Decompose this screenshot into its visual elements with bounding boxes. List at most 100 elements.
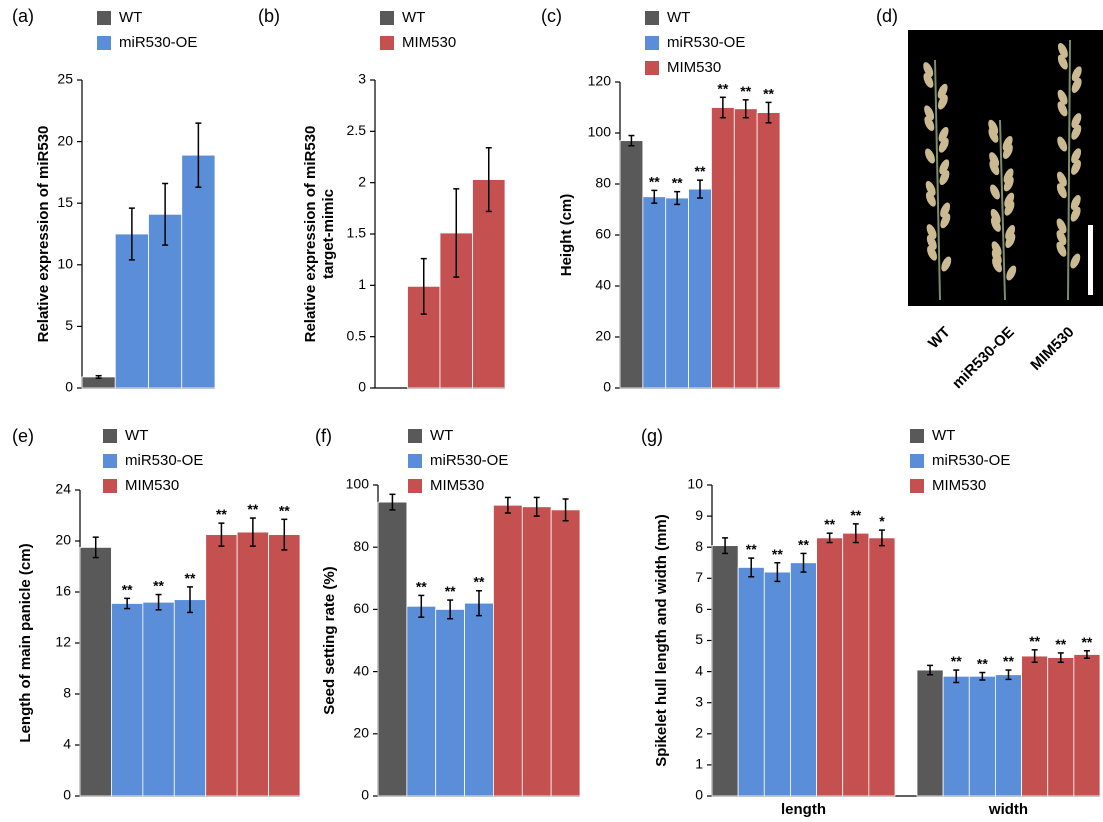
- error-bar: [927, 664, 934, 676]
- significance: **: [746, 541, 757, 557]
- significance: **: [474, 574, 485, 590]
- y-tick-label: 3: [695, 693, 703, 709]
- bar: [642, 196, 667, 389]
- legend-label: WT: [932, 427, 955, 444]
- error-bar: [628, 134, 635, 147]
- y-tick-label: 9: [695, 507, 703, 523]
- bar: [435, 609, 465, 797]
- grain: [926, 224, 937, 240]
- bar: [377, 501, 408, 797]
- bar: [111, 603, 144, 797]
- legend-swatch: [408, 454, 422, 468]
- legend-swatch: [380, 11, 394, 25]
- y-tick-label: 80: [595, 175, 611, 191]
- photo-label: miR530-OE: [949, 324, 1018, 393]
- error-bar: [249, 517, 256, 547]
- y-tick-label: 0: [695, 787, 703, 803]
- legend-swatch: [910, 479, 924, 493]
- significance: **: [850, 507, 861, 523]
- panel-label: (f): [315, 426, 332, 446]
- y-tick-label: 16: [55, 583, 71, 599]
- x-tick-label: width: [988, 801, 1028, 818]
- legend-swatch: [97, 11, 111, 25]
- grain: [923, 62, 934, 78]
- significance: **: [1029, 633, 1040, 649]
- y-tick-label: 100: [588, 124, 612, 140]
- error-bar: [1031, 649, 1038, 664]
- bar: [842, 532, 870, 797]
- significance: **: [951, 653, 962, 669]
- legend-swatch: [380, 36, 394, 50]
- bar: [205, 534, 238, 797]
- y-axis-title: Seed setting rate (%): [321, 566, 338, 714]
- y-tick-label: 1: [695, 756, 703, 772]
- error-bar: [748, 557, 755, 578]
- grain: [1056, 183, 1067, 199]
- grain: [941, 256, 952, 272]
- bar: [790, 562, 817, 797]
- y-tick-label: 4: [695, 662, 703, 678]
- error-bar: [697, 179, 703, 199]
- y-tick-label: 8: [695, 538, 703, 554]
- y-tick-label: 0: [603, 379, 611, 395]
- grain: [1057, 54, 1068, 70]
- y-tick-label: 20: [353, 725, 369, 741]
- panel-label: (c): [541, 6, 562, 26]
- y-tick-label: 0.5: [347, 327, 367, 343]
- bar: [711, 545, 739, 797]
- grain: [1070, 206, 1081, 222]
- error-bar: [195, 122, 202, 188]
- panel-label: (a): [12, 6, 34, 26]
- y-tick-label: 1: [358, 276, 366, 292]
- grain: [1003, 168, 1014, 184]
- error-bar: [674, 190, 681, 206]
- error-bar: [420, 257, 427, 315]
- significance: **: [216, 506, 227, 522]
- error-bar: [124, 597, 131, 610]
- grain: [991, 241, 1002, 257]
- significance: **: [185, 570, 196, 586]
- bar: [406, 605, 437, 797]
- legend-label: WT: [119, 9, 142, 26]
- y-tick-label: 4: [63, 736, 71, 752]
- grain: [939, 159, 950, 175]
- error-bar: [162, 182, 169, 246]
- bar: [995, 674, 1022, 797]
- bar: [181, 154, 216, 389]
- significance: **: [717, 80, 728, 96]
- grain: [1071, 113, 1082, 129]
- error-bar: [1057, 652, 1064, 664]
- error-bar: [95, 374, 102, 379]
- y-tick-label: 80: [353, 538, 369, 554]
- y-tick-label: 5: [65, 317, 73, 333]
- grain: [1056, 230, 1067, 246]
- grain: [1056, 171, 1067, 187]
- significance: **: [122, 581, 133, 597]
- legend-swatch: [910, 454, 924, 468]
- error-bar: [187, 586, 193, 614]
- legend-label: WT: [430, 427, 453, 444]
- bar: [665, 197, 689, 389]
- y-tick-label: 40: [595, 277, 611, 293]
- legend-label: MIM530: [667, 59, 721, 76]
- error-bar: [651, 189, 658, 204]
- bar: [142, 601, 175, 797]
- y-tick-label: 40: [353, 662, 369, 678]
- significance: **: [1055, 636, 1066, 652]
- y-axis-title: Height (cm): [558, 194, 575, 277]
- y-tick-label: 24: [55, 481, 71, 497]
- error-bar: [418, 594, 425, 618]
- error-bar: [826, 532, 833, 544]
- grain: [1057, 136, 1068, 152]
- grain: [1056, 241, 1067, 257]
- y-tick-label: 0: [63, 787, 71, 803]
- significance: **: [445, 583, 456, 599]
- y-axis-title: Relative expression of miR530: [35, 126, 52, 343]
- significance: **: [824, 516, 835, 532]
- photo-label: MIM530: [1027, 324, 1077, 374]
- error-bar: [800, 552, 807, 573]
- y-tick-label: 120: [588, 73, 612, 89]
- photo-content: [923, 39, 1082, 301]
- y-tick-label: 100: [346, 476, 370, 492]
